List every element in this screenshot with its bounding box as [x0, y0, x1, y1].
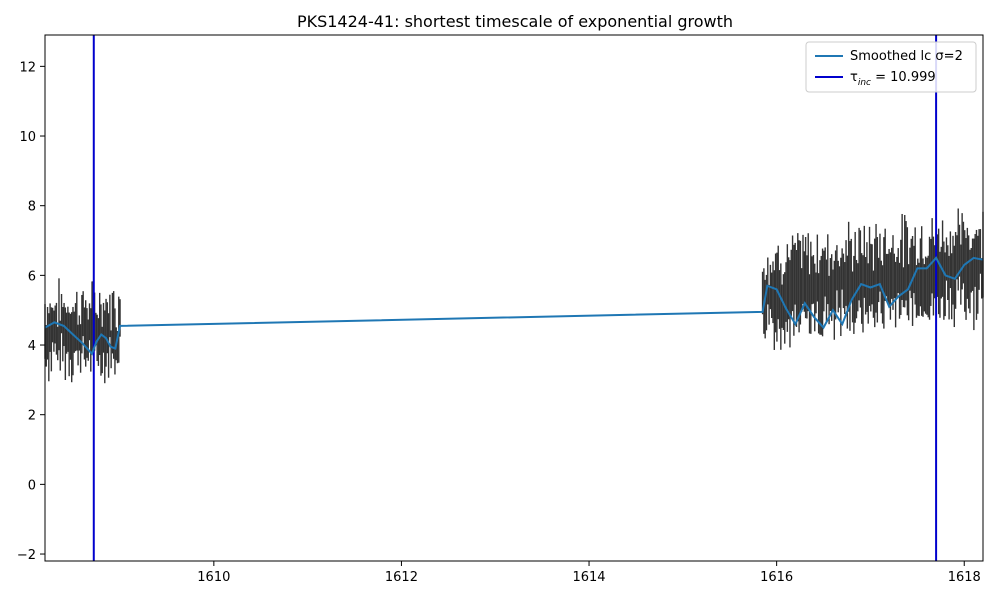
x-axis: 1610 1612 1614 1616 1618 — [197, 561, 981, 585]
y-tick-label: 6 — [28, 269, 36, 284]
x-tick-label: 1610 — [197, 570, 230, 585]
y-tick-label: 8 — [28, 200, 36, 215]
y-tick-label: 0 — [28, 478, 36, 493]
threshold-lines — [92, 35, 938, 561]
x-tick-label: 1612 — [385, 570, 418, 585]
error-bars — [44, 208, 984, 384]
y-tick-label: 4 — [28, 339, 36, 354]
x-tick-label: 1618 — [948, 570, 981, 585]
x-tick-label: 1616 — [760, 570, 793, 585]
chart-title: PKS1424-41: shortest timescale of expone… — [297, 12, 733, 31]
legend: Smoothed lc σ=2 τinc = 10.999 — [805, 41, 977, 93]
y-tick-label: 2 — [28, 409, 36, 424]
legend-box — [805, 41, 977, 93]
x-tick-label: 1614 — [572, 570, 605, 585]
legend-label-tau: τinc = 10.999 — [850, 70, 936, 88]
y-tick-label: 12 — [19, 60, 36, 75]
y-axis: −2 0 2 4 6 8 10 12 — [17, 60, 45, 563]
smoothed-lc-line — [44, 256, 984, 356]
y-tick-label: 10 — [19, 130, 36, 145]
plot-frame — [44, 34, 984, 562]
y-tick-label: −2 — [17, 548, 36, 563]
legend-label-smoothed: Smoothed lc σ=2 — [850, 49, 963, 64]
